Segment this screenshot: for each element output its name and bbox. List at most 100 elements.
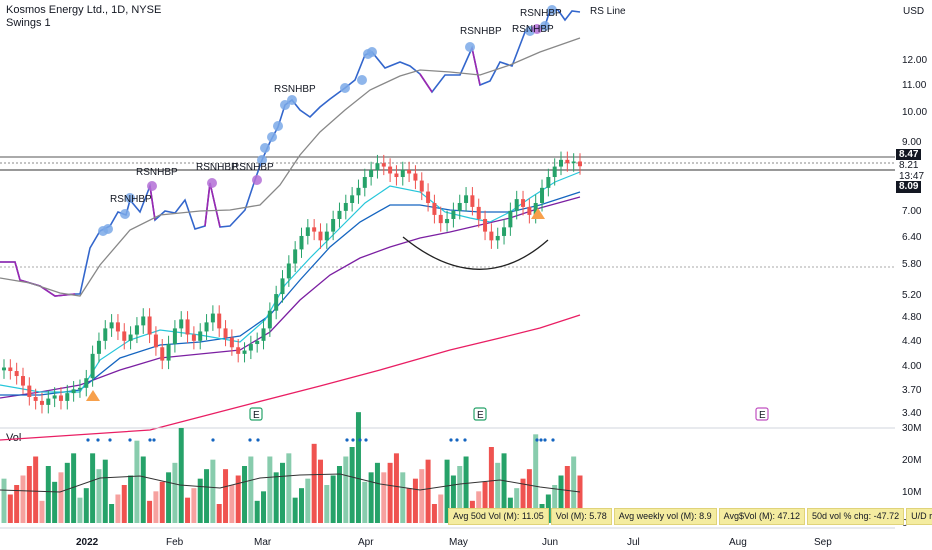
candle-body-72 [457, 202, 462, 211]
volume-bar-9 [58, 472, 64, 523]
volume-bar-35 [223, 469, 229, 523]
stat-avg-50d-vol: Avg 50d Vol (M): 11.05 [448, 508, 549, 525]
indicator-name[interactable]: Swings 1 [6, 17, 51, 29]
candle-body-8 [52, 395, 57, 399]
candle-body-29 [185, 319, 190, 335]
volume-bar-71 [450, 475, 456, 523]
volume-bar-30 [191, 488, 197, 523]
volume-bar-7 [45, 466, 51, 523]
volume-bar-63 [400, 472, 406, 523]
symbol-title[interactable]: Kosmos Energy Ltd., 1D, NYSE [6, 4, 162, 16]
candle-body-33 [210, 313, 215, 323]
rs-dot-16 [367, 47, 377, 57]
volume-bar-38 [242, 466, 248, 523]
candle-body-9 [58, 395, 63, 401]
price-axis-tick-0: 12.00 [902, 55, 927, 66]
volume-bar-19 [121, 485, 127, 523]
candle-body-68 [432, 202, 437, 215]
candle-body-78 [495, 235, 500, 241]
rs-dot-19 [532, 24, 542, 34]
volume-bar-48 [305, 478, 311, 523]
candle-body-21 [134, 325, 139, 335]
volume-bar-43 [273, 472, 279, 523]
candle-body-39 [248, 344, 253, 351]
volume-bar-70 [444, 459, 450, 523]
rs-new-high-segment-1 [149, 185, 156, 221]
volume-axis-tick-0: 30M [902, 423, 921, 434]
time-axis-tick-4: May [449, 537, 468, 548]
volume-bar-15 [96, 469, 102, 523]
rs-dot-7 [257, 155, 267, 165]
candle-body-80 [508, 210, 513, 228]
volume-signal-dot-16 [535, 438, 539, 442]
candle-body-16 [103, 328, 108, 341]
volume-bar-4 [26, 466, 32, 523]
stat-50d-vol-change: 50d vol % chg: -47.72 [807, 508, 905, 525]
candle-body-44 [280, 278, 285, 295]
candle-body-89 [565, 159, 570, 164]
volume-bar-3 [20, 475, 26, 523]
volume-bar-51 [324, 485, 330, 523]
candle-body-82 [521, 199, 526, 207]
candle-body-41 [261, 328, 266, 341]
candle-body-49 [312, 227, 317, 232]
stat-avg-dollar-vol: Avg$Vol (M): 47.12 [718, 508, 806, 525]
volume-bar-23 [147, 500, 153, 523]
rs-dot-4 [147, 181, 157, 191]
volume-signal-dot-15 [463, 438, 467, 442]
candle-body-13 [84, 378, 89, 388]
candle-body-24 [153, 334, 158, 348]
stat-avg-weekly-vol: Avg weekly vol (M): 8.9 [613, 508, 717, 525]
candle-body-51 [324, 231, 329, 241]
candle-body-6 [39, 400, 44, 405]
candle-body-30 [191, 334, 196, 341]
volume-bar-31 [197, 478, 203, 523]
volume-bar-32 [204, 469, 210, 523]
earnings-marker-2[interactable] [755, 407, 769, 421]
volume-bar-17 [109, 504, 115, 523]
candle-body-25 [160, 347, 165, 361]
ma-10 [0, 171, 581, 393]
candle-body-86 [546, 177, 551, 188]
candle-body-90 [571, 161, 576, 164]
candle-body-53 [337, 210, 342, 219]
candle-body-0 [2, 367, 6, 371]
earnings-marker-1[interactable] [473, 407, 487, 421]
candle-body-23 [147, 316, 152, 335]
volume-signal-dot-11 [358, 438, 362, 442]
candle-body-50 [318, 231, 323, 241]
candle-body-57 [362, 177, 367, 188]
candle-body-28 [179, 319, 184, 329]
candle-body-83 [527, 206, 532, 215]
buy-signal-2 [531, 208, 545, 219]
volume-bar-75 [476, 491, 482, 523]
volume-bar-33 [210, 459, 216, 523]
rs-dot-8 [260, 143, 270, 153]
volume-bar-27 [172, 462, 178, 523]
rs-dot-20 [540, 21, 550, 31]
rs-new-high-segment-3 [419, 73, 433, 93]
candle-body-56 [356, 187, 361, 196]
rs-dot-5 [207, 178, 217, 188]
price-axis-tick-8: 5.20 [902, 290, 922, 301]
volume-bar-76 [482, 481, 488, 523]
volume-bar-42 [267, 456, 273, 523]
candle-body-35 [223, 328, 228, 338]
volume-axis-tick-2: 10M [902, 487, 921, 498]
volume-bar-18 [115, 494, 121, 523]
candle-body-10 [65, 393, 70, 401]
volume-bar-2 [14, 485, 20, 523]
rs-line-label: RS Line [590, 6, 626, 17]
time-axis-tick-8: Sep [814, 537, 832, 548]
earnings-marker-0[interactable] [249, 407, 263, 421]
time-axis-tick-5: Jun [542, 537, 558, 548]
rs-annotation-1: RSNHBP [136, 167, 178, 178]
volume-axis-tick-3: 0 [902, 518, 908, 529]
price-axis-tick-11: 4.00 [902, 361, 922, 372]
candle-body-32 [204, 322, 209, 332]
chart-header: Kosmos Energy Ltd., 1D, NYSE Swings 1 [6, 4, 161, 30]
candle-body-59 [375, 163, 380, 171]
volume-signal-dot-5 [152, 438, 156, 442]
ma-200-rs [0, 37, 581, 297]
